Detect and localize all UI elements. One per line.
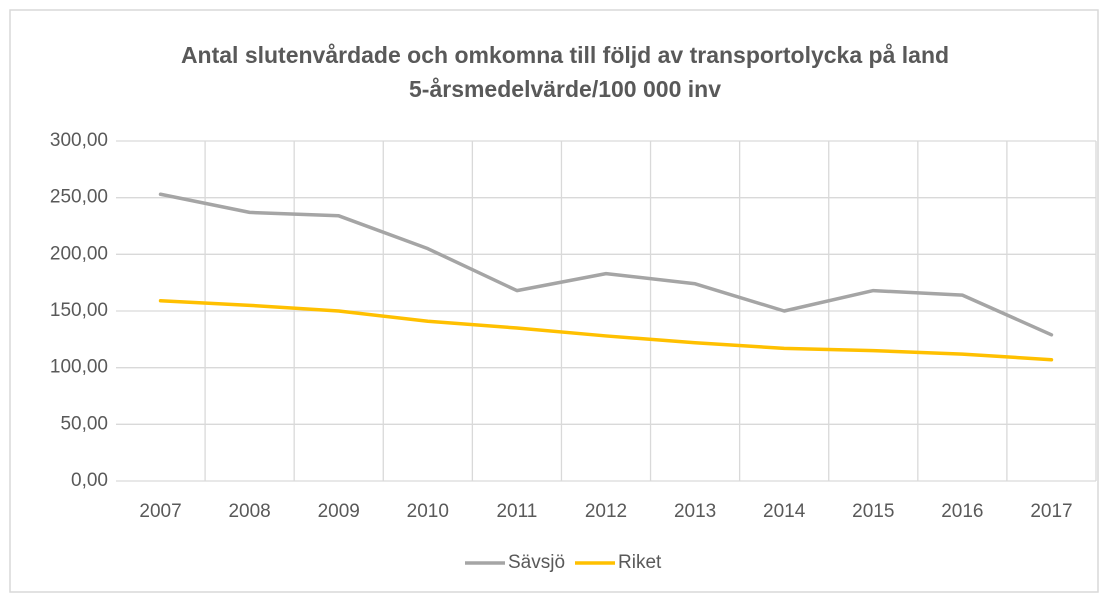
chart-title: Antal slutenvårdade och omkomna till föl… xyxy=(181,42,949,68)
y-tick-label: 50,00 xyxy=(60,413,108,434)
legend-label: Sävsjö xyxy=(508,552,565,573)
series-line xyxy=(158,192,1054,337)
y-tick-label: 100,00 xyxy=(50,357,108,378)
legend-label: Riket xyxy=(618,552,662,573)
x-tick-label: 2012 xyxy=(585,501,627,522)
x-tick-label: 2007 xyxy=(139,501,181,522)
y-tick-label: 300,00 xyxy=(50,130,108,151)
x-tick-label: 2009 xyxy=(318,501,360,522)
x-tick-label: 2011 xyxy=(496,501,537,522)
x-tick-label: 2016 xyxy=(941,501,983,522)
x-tick-label: 2014 xyxy=(763,501,806,522)
y-tick-label: 150,00 xyxy=(50,300,108,321)
y-tick-label: 0,00 xyxy=(71,470,108,491)
x-tick-label: 2017 xyxy=(1030,501,1072,522)
chart-subtitle: 5-årsmedelvärde/100 000 inv xyxy=(409,76,721,102)
x-tick-label: 2013 xyxy=(674,501,716,522)
y-tick-label: 200,00 xyxy=(50,243,108,264)
series-line xyxy=(158,299,1054,362)
x-tick-label: 2008 xyxy=(228,501,270,522)
x-tick-label: 2010 xyxy=(407,501,449,522)
y-tick-label: 250,00 xyxy=(50,187,108,208)
x-tick-label: 2015 xyxy=(852,501,894,522)
